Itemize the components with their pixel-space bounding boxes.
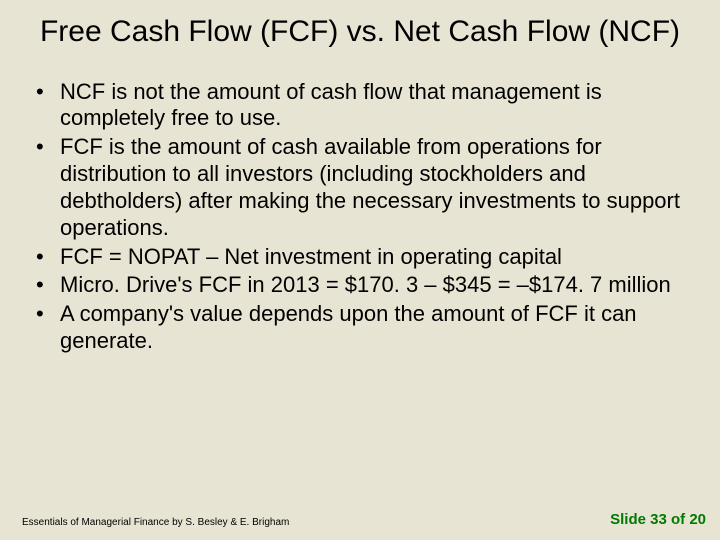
bullet-item: FCF is the amount of cash available from… [30,134,698,241]
bullet-item: A company's value depends upon the amoun… [30,301,698,355]
bullet-item: Micro. Drive's FCF in 2013 = $170. 3 – $… [30,272,698,299]
slide-title: Free Cash Flow (FCF) vs. Net Cash Flow (… [22,14,698,51]
bullet-list: NCF is not the amount of cash flow that … [22,79,698,355]
slide-footer: Essentials of Managerial Finance by S. B… [0,511,720,528]
footer-attribution: Essentials of Managerial Finance by S. B… [22,517,289,528]
bullet-item: FCF = NOPAT – Net investment in operatin… [30,244,698,271]
slide-number: Slide 33 of 20 [610,511,706,528]
slide-container: Free Cash Flow (FCF) vs. Net Cash Flow (… [0,0,720,540]
bullet-item: NCF is not the amount of cash flow that … [30,79,698,133]
